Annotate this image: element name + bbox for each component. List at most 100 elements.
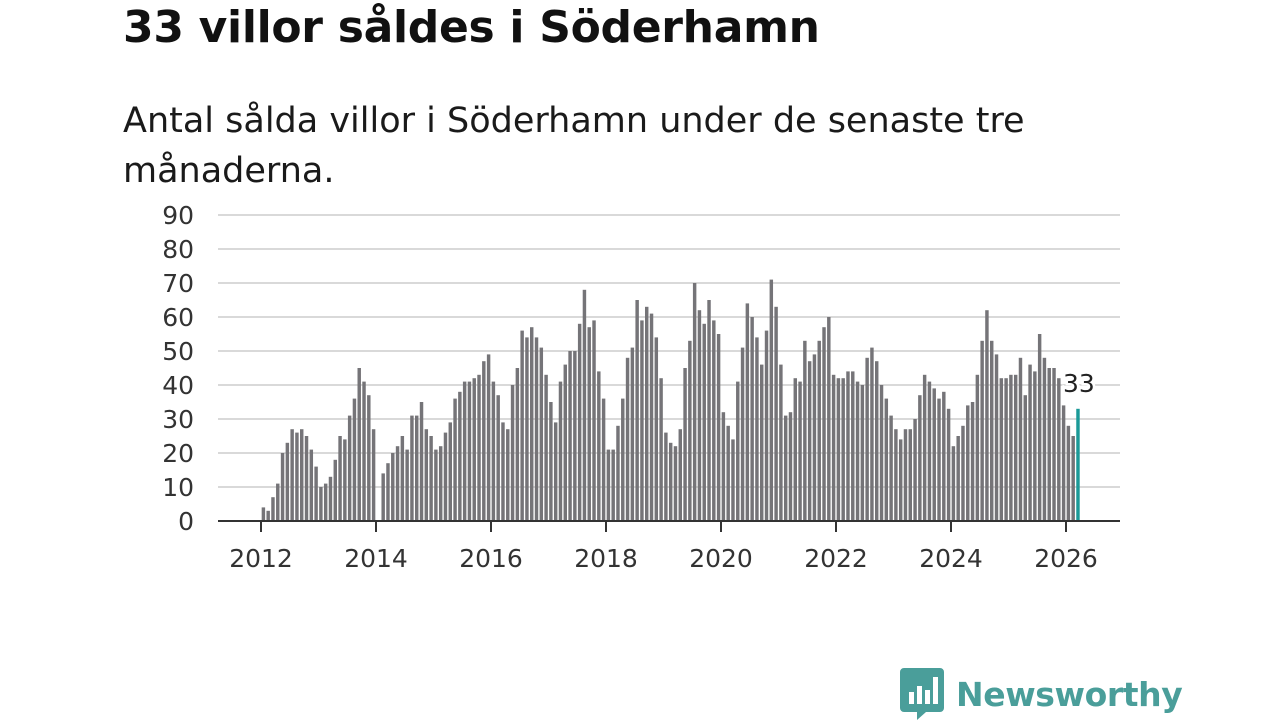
bar	[496, 395, 500, 521]
bar	[697, 310, 702, 521]
bar	[462, 381, 467, 521]
bar	[865, 357, 869, 521]
x-tick-label: 2022	[804, 544, 868, 573]
bar	[405, 449, 409, 521]
bar	[510, 385, 515, 521]
bar	[530, 327, 534, 521]
bar	[558, 381, 563, 521]
bar	[309, 449, 314, 521]
bar	[261, 507, 266, 521]
bar	[515, 368, 520, 521]
bar	[630, 347, 635, 521]
bar	[606, 449, 611, 521]
bar	[731, 439, 735, 521]
bar	[314, 466, 318, 521]
bar	[367, 395, 371, 521]
bar	[649, 313, 654, 521]
bar	[836, 378, 841, 521]
bar	[1018, 357, 1023, 521]
bar	[913, 419, 917, 521]
x-axis: 2012 2014 2016 2018 2020 2022 2024 2026	[218, 520, 1120, 573]
bar	[438, 446, 443, 521]
y-axis: 90 80 70 60 50 40 30 20 10 0	[162, 201, 194, 536]
bar	[841, 378, 845, 521]
bar	[702, 323, 706, 521]
bar	[429, 436, 433, 521]
bar	[534, 337, 539, 521]
bar	[860, 385, 865, 521]
bar	[1057, 378, 1061, 521]
bar	[400, 436, 405, 521]
bar	[932, 388, 936, 521]
x-tick-label: 2014	[344, 544, 408, 573]
bar	[855, 381, 860, 521]
bar	[491, 381, 496, 521]
bar	[678, 429, 682, 521]
bar	[568, 351, 572, 521]
bar	[1061, 405, 1066, 521]
bar	[760, 364, 764, 521]
bars	[261, 279, 1080, 521]
bar	[395, 446, 400, 521]
bar-chart: 90 80 70 60 50 40 30 20 10 0 2012 2014 2016 2018 2020…	[162, 201, 1120, 573]
x-tick-label: 2024	[919, 544, 983, 573]
bar	[831, 374, 836, 521]
bar	[798, 381, 802, 521]
bar	[391, 453, 395, 521]
bar	[994, 354, 999, 521]
bar	[544, 374, 548, 521]
bar	[520, 330, 524, 521]
bar	[501, 422, 505, 521]
bar	[352, 398, 357, 521]
bar	[803, 340, 807, 521]
bar	[769, 279, 774, 521]
bar	[616, 425, 620, 521]
bar	[1042, 357, 1047, 521]
bar	[985, 310, 989, 521]
bar	[807, 361, 812, 521]
bar	[1023, 395, 1027, 521]
bar	[966, 405, 970, 521]
bar	[549, 402, 553, 521]
bar	[664, 432, 668, 521]
bar	[779, 364, 783, 521]
bar	[323, 483, 328, 521]
bar	[745, 303, 750, 521]
bar	[453, 398, 457, 521]
bar	[577, 323, 582, 521]
bar	[956, 436, 960, 521]
bar	[563, 364, 567, 521]
bar	[654, 337, 659, 521]
bar	[812, 354, 817, 521]
bar	[362, 381, 366, 521]
bar	[601, 398, 606, 521]
bar	[386, 463, 390, 521]
bar	[1009, 374, 1013, 521]
bar	[764, 330, 769, 521]
bar	[328, 476, 333, 521]
bar	[300, 429, 304, 521]
bar	[592, 320, 596, 521]
bar	[357, 368, 361, 521]
y-tick-label: 70	[162, 269, 194, 298]
bar	[927, 381, 932, 521]
bar	[879, 385, 884, 521]
bar	[525, 337, 529, 521]
bar	[381, 473, 385, 521]
bar	[448, 422, 452, 521]
newsworthy-logo: Newsworthy	[900, 668, 1183, 720]
y-tick-label: 0	[178, 507, 194, 536]
bar	[659, 378, 663, 521]
y-tick-label: 30	[162, 405, 194, 434]
y-tick-label: 10	[162, 473, 194, 502]
bar	[611, 449, 615, 521]
bar	[1052, 368, 1056, 521]
bar	[506, 429, 510, 521]
bar	[922, 374, 927, 521]
bar	[415, 415, 419, 521]
bar	[582, 289, 587, 521]
bar	[721, 412, 726, 521]
bar	[1028, 364, 1032, 521]
bar	[889, 415, 893, 521]
bar	[961, 425, 965, 521]
